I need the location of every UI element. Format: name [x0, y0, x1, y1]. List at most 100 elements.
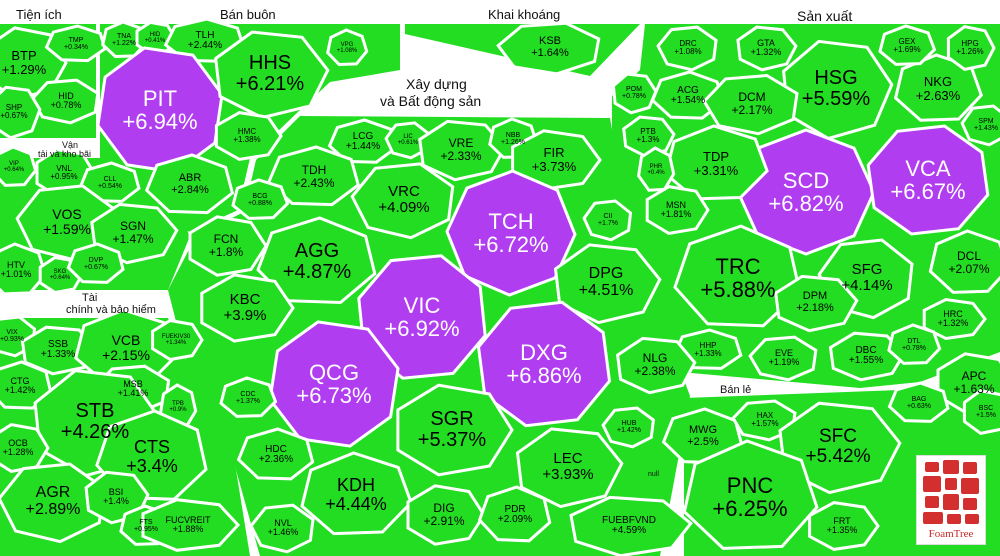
stock-cell-stb[interactable]: STB +4.26% — [31, 368, 159, 476]
stock-cell-shape-drc[interactable] — [656, 25, 718, 72]
stock-cell-shape-tdh[interactable] — [266, 145, 361, 207]
stock-cell-hid[interactable]: HID +0.41% — [135, 22, 175, 54]
stock-cell-sfc[interactable]: SFC +5.42% — [776, 401, 900, 493]
stock-cell-shape-fir[interactable] — [511, 129, 602, 191]
stock-cell-ksb[interactable]: KSB +1.64% — [498, 22, 602, 74]
stock-cell-fcn[interactable]: FCN +1.8% — [186, 216, 266, 276]
stock-cell-phr[interactable]: PHR +0.4% — [638, 148, 674, 192]
stock-cell-gta[interactable]: GTA +1.32% — [736, 26, 796, 70]
stock-cell-pdr[interactable]: PDR +2.09% — [479, 487, 551, 543]
stock-cell-trc[interactable]: TRC +5.88% — [674, 226, 802, 330]
stock-cell-vrc[interactable]: VRC +4.09% — [352, 162, 456, 238]
stock-cell-drc[interactable]: DRC +1.08% — [658, 26, 718, 70]
stock-cell-cts[interactable]: CTS +3.4% — [96, 411, 208, 503]
stock-cell-shape-ptb[interactable] — [622, 115, 676, 158]
stock-cell-shape-fcn[interactable] — [188, 215, 268, 277]
stock-cell-vpg[interactable]: VPG +1.08% — [327, 30, 367, 66]
stock-cell-shape-fucvreit[interactable] — [141, 498, 241, 552]
stock-cell-shape-dig[interactable] — [406, 484, 486, 546]
stock-cell-fuekiv30[interactable]: FUEKIV30 +1.34% — [150, 320, 202, 360]
stock-cell-vip[interactable]: VIP +0.64% — [0, 147, 36, 187]
stock-cell-shape-vrc[interactable] — [350, 162, 455, 240]
stock-cell-fir[interactable]: FIR +3.73% — [508, 130, 600, 190]
stock-cell-mwg[interactable]: MWG +2.5% — [663, 409, 743, 465]
stock-cell-shape-fuekiv30[interactable] — [151, 318, 204, 362]
stock-cell-tdh[interactable]: TDH +2.43% — [268, 147, 360, 207]
stock-cell-nkg[interactable]: NKG +2.63% — [894, 55, 982, 123]
stock-cell-tpb[interactable]: TPB +0.9% — [160, 385, 196, 429]
stock-cell-shape-bag[interactable] — [887, 381, 950, 423]
stock-cell-dxg[interactable]: DXG +6.86% — [476, 300, 612, 428]
stock-cell-ctg[interactable]: CTG +1.42% — [0, 362, 52, 410]
stock-cell-shape-lic[interactable] — [384, 121, 431, 160]
stock-cell-shape-nvl[interactable] — [249, 503, 315, 554]
stock-cell-shape-tch[interactable] — [445, 169, 577, 297]
stock-cell-pom[interactable]: POM +0.78% — [612, 73, 656, 113]
stock-cell-shape-kdh[interactable] — [300, 451, 413, 536]
stock-cell-shape-ctg[interactable] — [0, 360, 53, 410]
stock-cell-shape-dvp[interactable] — [66, 242, 125, 284]
stock-cell-shape-pnc[interactable] — [682, 439, 819, 550]
stock-cell-nbb[interactable]: NBB +1.26% — [489, 119, 537, 159]
stock-cell-qcg[interactable]: QCG +6.73% — [268, 320, 400, 448]
stock-cell-shape-dcm[interactable] — [702, 73, 799, 136]
stock-cell-dig[interactable]: DIG +2.91% — [404, 485, 484, 545]
stock-cell-shape-vip[interactable] — [0, 145, 38, 187]
stock-cell-ocb[interactable]: OCB +1.28% — [0, 424, 48, 472]
stock-cell-shape-vpg[interactable] — [326, 28, 369, 67]
stock-cell-abr[interactable]: ABR +2.84% — [146, 155, 234, 215]
stock-cell-acg[interactable]: ACG +1.54% — [652, 72, 724, 120]
stock-cell-shape-eve[interactable] — [748, 335, 818, 382]
stock-cell-shp[interactable]: SHP +0.67% — [0, 86, 40, 138]
stock-cell-shape-kbc[interactable] — [200, 273, 295, 343]
stock-cell-nlg[interactable]: NLG +2.38% — [615, 337, 695, 393]
stock-cell-shape-msn[interactable] — [645, 185, 710, 235]
stock-cell-hhp[interactable]: HHP +1.33% — [674, 330, 742, 370]
stock-cell-apc[interactable]: APC +1.63% — [934, 353, 1000, 413]
stock-cell-shape-hpg[interactable] — [946, 24, 996, 72]
stock-cell-shape-cll[interactable] — [78, 161, 141, 203]
stock-cell-frt[interactable]: FRT +1.35% — [806, 502, 878, 550]
stock-cell-shape-shp[interactable] — [0, 85, 42, 140]
stock-cell-btp[interactable]: BTP +1.29% — [0, 27, 66, 99]
stock-cell-msn[interactable]: MSN +1.81% — [644, 186, 708, 234]
stock-cell-shape-vca[interactable] — [866, 124, 990, 236]
stock-cell-shape-abr[interactable] — [144, 153, 235, 215]
stock-cell-shape-pdr[interactable] — [477, 485, 552, 543]
stock-cell-shape-sfc[interactable] — [778, 401, 902, 495]
stock-cell-tlh[interactable]: TLH +2.44% — [165, 19, 245, 63]
stock-cell-agr[interactable]: AGR +2.89% — [0, 462, 107, 542]
stock-cell-shape-dxg[interactable] — [476, 300, 612, 428]
stock-cell-kbc[interactable]: KBC +3.9% — [197, 274, 293, 342]
stock-cell-cdc[interactable]: CDC +1.37% — [220, 378, 276, 418]
stock-cell-hid[interactable]: HID +0.78% — [32, 79, 100, 123]
stock-cell-tdp[interactable]: TDP +3.31% — [664, 126, 768, 202]
stock-cell-dpm[interactable]: DPM +2.18% — [773, 275, 857, 331]
stock-cell-vnl[interactable]: VNL +0.95% — [34, 149, 94, 197]
stock-cell-shape-frt[interactable] — [808, 501, 880, 551]
stock-cell-shape-agg[interactable] — [256, 216, 377, 305]
stock-cell-shape-hrc[interactable] — [922, 297, 987, 341]
stock-cell-hmc[interactable]: HMC +1.38% — [213, 112, 281, 160]
stock-cell-hrc[interactable]: HRC +1.32% — [921, 299, 985, 339]
stock-cell-sgn[interactable]: SGN +1.47% — [89, 203, 177, 263]
stock-cell-shape-nlg[interactable] — [615, 336, 697, 395]
stock-cell-cii[interactable]: CII +1.7% — [584, 200, 632, 240]
stock-cell-msb[interactable]: MSB +1.41% — [95, 365, 171, 413]
stock-cell-shape-dcl[interactable] — [928, 229, 1000, 294]
stock-cell-pit[interactable]: PIT +6.94% — [96, 46, 224, 174]
stock-cell-ssb[interactable]: SSB +1.33% — [20, 326, 96, 374]
stock-cell-hax[interactable]: HAX +1.57% — [733, 400, 797, 440]
stock-cell-shape-pom[interactable] — [611, 72, 658, 115]
stock-cell-shape-hmc[interactable] — [214, 111, 283, 161]
stock-cell-dtl[interactable]: DTL +0.78% — [888, 325, 940, 365]
stock-cell-shape-lcg[interactable] — [327, 118, 398, 164]
stock-cell-dcm[interactable]: DCM +2.17% — [704, 74, 800, 134]
stock-cell-tmp[interactable]: TMP +0.34% — [46, 26, 106, 62]
stock-cell-hub[interactable]: HUB +1.42% — [603, 407, 655, 447]
stock-cell-hhs[interactable]: HHS +6.21% — [212, 30, 328, 118]
stock-cell-bsc[interactable]: BSC +1.5% — [962, 390, 1000, 434]
stock-cell-ptb[interactable]: PTB +1.3% — [622, 116, 674, 156]
stock-cell-shape-ksb[interactable] — [496, 21, 601, 76]
stock-cell-spm[interactable]: SPM +1.43% — [962, 105, 1000, 145]
